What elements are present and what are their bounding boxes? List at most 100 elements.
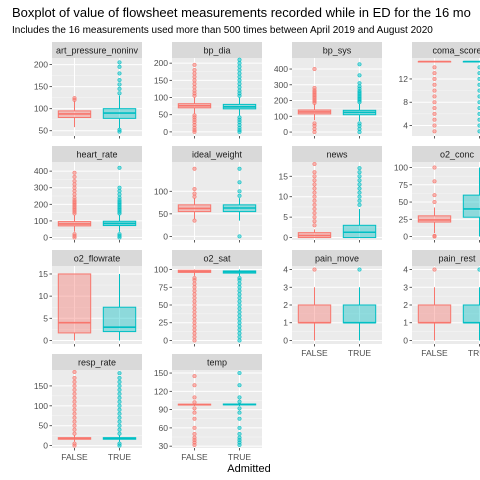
- y-tick-label: 0: [283, 233, 288, 243]
- panel-background: [172, 370, 262, 448]
- outlier-point: [432, 129, 437, 134]
- box-true: [222, 57, 257, 134]
- outlier-point: [117, 86, 122, 91]
- outlier-point: [192, 313, 197, 318]
- outlier-point: [192, 74, 197, 79]
- outlier-point: [237, 74, 242, 79]
- outlier-point: [432, 199, 437, 205]
- outlier-point: [432, 65, 437, 70]
- facet-strip-label: bp_sys: [323, 46, 352, 56]
- panel-background: [52, 58, 142, 136]
- facet-strip: [412, 146, 480, 162]
- y-tick-label: 100: [154, 93, 168, 103]
- facet-strip: [292, 146, 382, 162]
- chart-title: Boxplot of value of flowsheet measuremen…: [12, 5, 471, 20]
- y-tick-label: 400: [34, 166, 48, 176]
- outlier-point: [72, 415, 77, 420]
- outlier-point: [192, 292, 197, 297]
- panel-background: [52, 370, 142, 448]
- y-tick-label: 2: [403, 300, 408, 310]
- y-tick-label: 100: [274, 111, 288, 121]
- outlier-point: [237, 189, 242, 194]
- box-true: [342, 62, 377, 135]
- outlier-point: [192, 400, 197, 405]
- outlier-point: [237, 395, 242, 400]
- box-false: [57, 96, 92, 128]
- outlier-point: [237, 81, 242, 86]
- panel-background: [52, 266, 142, 344]
- outlier-point: [72, 411, 77, 416]
- outlier-point: [117, 423, 122, 428]
- y-tick-label: 200: [34, 60, 48, 70]
- facet-strip-label: ideal_weight: [192, 150, 243, 160]
- outlier-point: [237, 324, 242, 329]
- outlier-point: [192, 62, 197, 67]
- facet-strip-label: o2_sat: [203, 254, 231, 264]
- facet-strip-label: resp_rate: [78, 358, 116, 368]
- outlier-point: [192, 299, 197, 304]
- outlier-point: [117, 77, 122, 83]
- outlier-point: [432, 165, 437, 170]
- outlier-point: [237, 383, 242, 388]
- box-true: [102, 60, 137, 134]
- outlier-point: [192, 310, 197, 315]
- outlier-point: [192, 338, 197, 343]
- outlier-point: [72, 427, 77, 432]
- x-tick-label: FALSE: [181, 452, 208, 462]
- outlier-point: [357, 186, 362, 191]
- panel-background: [412, 162, 480, 240]
- outlier-point: [72, 188, 77, 194]
- outlier-point: [312, 66, 317, 72]
- outlier-point: [117, 395, 122, 400]
- facet-strip-label: heart_rate: [76, 150, 117, 160]
- outlier-point: [72, 441, 77, 446]
- outlier-point: [117, 165, 122, 170]
- outlier-point: [237, 331, 242, 336]
- panel-background: [412, 58, 480, 136]
- outlier-point: [357, 174, 362, 179]
- facet-strip-label: temp: [207, 358, 227, 368]
- facet-strip-label: bp_dia: [203, 46, 230, 56]
- facet-panel-news: news 0 5 10 15: [279, 146, 382, 243]
- outlier-point: [312, 194, 317, 199]
- outlier-point: [357, 121, 362, 126]
- outlier-point: [237, 338, 242, 343]
- y-tick-label: 25: [159, 318, 169, 328]
- outlier-point: [312, 186, 317, 191]
- outlier-point: [192, 327, 197, 332]
- outlier-point: [357, 166, 362, 171]
- y-tick-label: 25: [399, 214, 409, 224]
- box-false: [417, 267, 452, 341]
- box-false: [177, 269, 212, 343]
- outlier-point: [117, 192, 122, 197]
- outlier-point: [72, 391, 77, 396]
- outlier-point: [237, 302, 242, 308]
- outlier-point: [312, 178, 317, 183]
- outlier-point: [72, 387, 77, 392]
- box-true: [222, 166, 257, 239]
- outlier-point: [192, 288, 197, 293]
- x-tick-label: TRUE: [108, 452, 131, 462]
- outlier-point: [192, 435, 197, 440]
- outlier-point: [192, 71, 197, 76]
- x-tick-label: TRUE: [228, 452, 251, 462]
- outlier-point: [237, 88, 242, 93]
- y-tick-label: 1: [283, 318, 288, 328]
- box-iqr: [57, 273, 92, 334]
- panel-background: [172, 58, 262, 136]
- y-tick-label: 50: [159, 110, 169, 120]
- outlier-point: [312, 190, 317, 195]
- y-tick-label: 15: [279, 171, 289, 181]
- outlier-point: [192, 218, 197, 223]
- outlier-point: [432, 106, 437, 111]
- outlier-point: [237, 285, 242, 290]
- outlier-point: [312, 121, 317, 126]
- outlier-point: [237, 61, 242, 66]
- outlier-point: [237, 295, 242, 300]
- outlier-point: [72, 423, 77, 428]
- box-true: [102, 273, 137, 341]
- y-tick-label: 0: [283, 127, 288, 137]
- box-iqr: [342, 224, 377, 239]
- box-false: [297, 66, 332, 135]
- box-iqr: [342, 304, 377, 324]
